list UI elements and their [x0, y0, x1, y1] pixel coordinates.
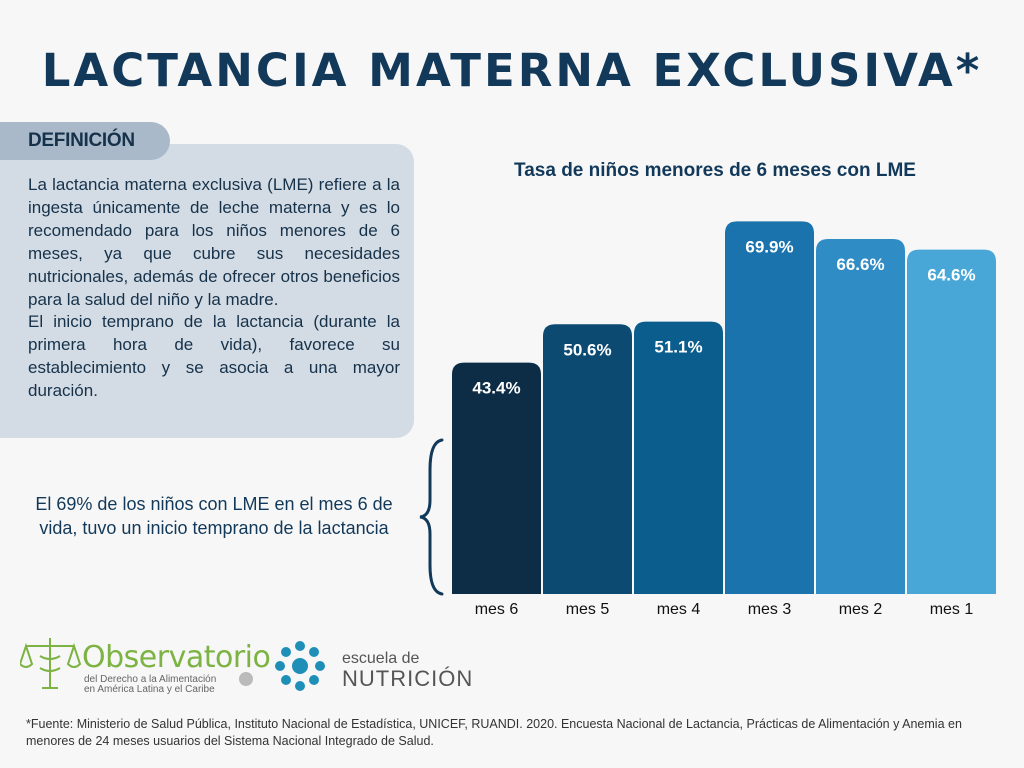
definition-tab [0, 122, 170, 160]
observatorio-name: Observatorio [82, 640, 271, 675]
x-tick-label: mes 2 [839, 601, 883, 618]
definition-label: DEFINICIÓN [28, 130, 135, 151]
bar-mes-1 [907, 249, 996, 594]
escuela-top-text: escuela de [342, 650, 420, 667]
escuela-nutricion-logo-icon [275, 641, 325, 691]
curly-brace-icon [419, 438, 444, 596]
page-title: LACTANCIA MATERNA EXCLUSIVA* [41, 44, 983, 97]
x-tick-label: mes 4 [657, 601, 701, 618]
bar-value-label: 64.6% [927, 266, 975, 285]
bar-mes-2 [816, 239, 905, 594]
observatorio-subtitle-1: del Derecho a la Alimentación [84, 674, 217, 685]
x-tick-label: mes 3 [748, 601, 792, 618]
escuela-bottom-text: NUTRICIÓN [342, 666, 474, 691]
bar-mes-3 [725, 221, 814, 595]
early-start-note: El 69% de los niños con LME en el mes 6 … [35, 494, 393, 538]
bar-value-label: 51.1% [654, 338, 702, 357]
definition-panel [0, 144, 414, 438]
bar-value-label: 43.4% [472, 379, 520, 398]
source-footnote: *Fuente: Ministerio de Salud Pública, In… [26, 717, 962, 748]
definition-text: La lactancia materna exclusiva (LME) ref… [28, 174, 400, 403]
bar-value-label: 66.6% [836, 255, 884, 274]
x-tick-label: mes 5 [566, 601, 610, 618]
bar-value-label: 69.9% [745, 237, 793, 256]
definition-paragraph-2: El inicio temprano de la lactancia (dura… [28, 312, 400, 401]
bar-mes-6 [452, 362, 541, 594]
observatorio-subtitle-2: en América Latina y el Caribe [84, 684, 215, 695]
bar-mes-5 [543, 324, 632, 594]
bar-mes-4 [634, 321, 723, 594]
bar-value-label: 50.6% [563, 340, 611, 359]
chart-title: Tasa de niños menores de 6 meses con LME [514, 160, 916, 181]
definition-paragraph-1: La lactancia materna exclusiva (LME) ref… [28, 175, 400, 309]
x-tick-label: mes 6 [475, 601, 519, 618]
x-tick-label: mes 1 [930, 601, 974, 618]
observatorio-logo-icon [20, 638, 253, 689]
